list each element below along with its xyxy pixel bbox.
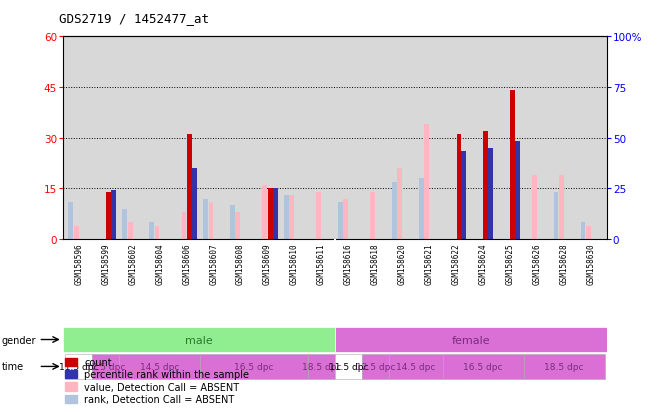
Bar xyxy=(273,189,278,240)
Text: GSM158624: GSM158624 xyxy=(478,243,488,285)
Bar xyxy=(362,354,389,379)
Text: time: time xyxy=(1,361,24,372)
Bar xyxy=(192,169,197,240)
Bar xyxy=(335,328,607,352)
Bar xyxy=(230,206,235,240)
Text: GSM158607: GSM158607 xyxy=(209,243,218,285)
Text: 16.5 dpc: 16.5 dpc xyxy=(463,362,503,371)
Text: 12.5 dpc: 12.5 dpc xyxy=(356,362,395,371)
Bar xyxy=(154,226,160,240)
Text: GSM158611: GSM158611 xyxy=(317,243,326,285)
Bar xyxy=(111,191,116,240)
Bar xyxy=(343,199,348,240)
Bar xyxy=(581,223,585,240)
Bar xyxy=(209,202,213,240)
Bar xyxy=(203,199,208,240)
Bar xyxy=(268,189,273,240)
Bar xyxy=(289,196,294,240)
Text: GSM158602: GSM158602 xyxy=(128,243,137,285)
Text: GSM158626: GSM158626 xyxy=(533,243,542,285)
Bar xyxy=(510,91,515,240)
Bar xyxy=(63,328,335,352)
Text: gender: gender xyxy=(1,335,36,345)
Bar xyxy=(149,223,154,240)
Bar xyxy=(461,152,466,240)
Bar xyxy=(523,354,605,379)
Text: male: male xyxy=(185,335,213,345)
Text: GSM158599: GSM158599 xyxy=(102,243,110,285)
Bar xyxy=(182,213,186,240)
Bar xyxy=(263,185,267,240)
Text: GSM158616: GSM158616 xyxy=(344,243,353,285)
Text: GSM158622: GSM158622 xyxy=(451,243,461,285)
Bar xyxy=(392,182,397,240)
Bar xyxy=(419,179,424,240)
Text: 16.5 dpc: 16.5 dpc xyxy=(234,362,274,371)
Text: GSM158618: GSM158618 xyxy=(371,243,380,285)
Bar xyxy=(119,354,200,379)
Text: GSM158606: GSM158606 xyxy=(182,243,191,285)
Text: 14.5 dpc: 14.5 dpc xyxy=(140,362,180,371)
Bar xyxy=(443,354,523,379)
Text: GSM158609: GSM158609 xyxy=(263,243,272,285)
Text: GSM158630: GSM158630 xyxy=(587,243,595,285)
Text: GSM158604: GSM158604 xyxy=(155,243,164,285)
Text: 12.5 dpc: 12.5 dpc xyxy=(86,362,125,371)
Bar xyxy=(424,125,429,240)
Legend: count, percentile rank within the sample, value, Detection Call = ABSENT, rank, : count, percentile rank within the sample… xyxy=(61,353,253,408)
Text: GSM158610: GSM158610 xyxy=(290,243,299,285)
Bar xyxy=(370,192,375,240)
Text: 18.5 dpc: 18.5 dpc xyxy=(544,362,584,371)
Bar xyxy=(457,135,461,240)
Bar xyxy=(74,226,79,240)
Bar xyxy=(69,202,73,240)
Text: GSM158596: GSM158596 xyxy=(75,243,83,285)
Bar xyxy=(127,223,133,240)
Text: GSM158620: GSM158620 xyxy=(398,243,407,285)
Bar xyxy=(484,132,488,240)
Bar xyxy=(335,354,362,379)
Bar xyxy=(389,354,443,379)
Text: 14.5 dpc: 14.5 dpc xyxy=(396,362,436,371)
Bar xyxy=(122,209,127,240)
Bar xyxy=(308,354,335,379)
Text: GSM158621: GSM158621 xyxy=(425,243,434,285)
Bar xyxy=(586,226,591,240)
Text: GSM158608: GSM158608 xyxy=(236,243,245,285)
Text: GSM158625: GSM158625 xyxy=(506,243,515,285)
Bar xyxy=(200,354,308,379)
Bar xyxy=(65,354,92,379)
Text: 18.5 dpc: 18.5 dpc xyxy=(302,362,341,371)
Bar xyxy=(559,176,564,240)
Text: 11.5 dpc: 11.5 dpc xyxy=(59,362,98,371)
Bar xyxy=(554,192,558,240)
Bar xyxy=(515,142,520,240)
Text: GSM158628: GSM158628 xyxy=(560,243,568,285)
Bar xyxy=(532,176,537,240)
Text: GDS2719 / 1452477_at: GDS2719 / 1452477_at xyxy=(59,12,209,25)
Bar xyxy=(236,213,240,240)
Bar xyxy=(284,196,289,240)
Bar xyxy=(316,192,321,240)
Bar xyxy=(338,202,343,240)
Bar xyxy=(92,354,119,379)
Bar xyxy=(488,148,493,240)
Bar xyxy=(397,169,402,240)
Bar xyxy=(187,135,192,240)
Text: 11.5 dpc: 11.5 dpc xyxy=(329,362,368,371)
Text: female: female xyxy=(451,335,490,345)
Bar xyxy=(106,192,111,240)
